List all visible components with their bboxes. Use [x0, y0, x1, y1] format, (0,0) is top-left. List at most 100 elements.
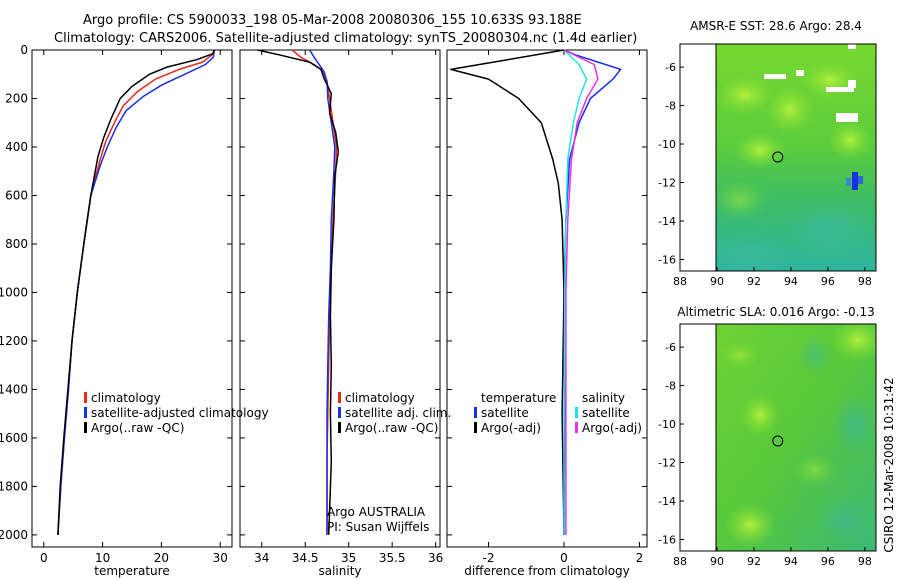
y-tick-label: 0 — [20, 43, 28, 57]
legend-label-sal-satellite: satellite — [582, 406, 630, 420]
missing-data-patch — [796, 70, 804, 76]
y-tick-label: 1800 — [0, 479, 28, 493]
salinity-axes-box — [239, 49, 441, 548]
legend-title-temperature: temperature — [481, 391, 556, 405]
map-x-tick-label: 92 — [747, 555, 761, 568]
map-y-tick-label: -12 — [658, 457, 676, 470]
map-y-tick-label: -14 — [658, 215, 676, 228]
cold-spot-cell — [852, 172, 858, 190]
map-y-tick-label: -16 — [658, 253, 676, 266]
legend-swatch-sal-argo — [575, 422, 578, 433]
y-tick-label: 1400 — [0, 382, 28, 396]
difference-axes-box — [446, 49, 648, 548]
cold-spot-cell — [846, 178, 851, 186]
map-x-tick-label: 88 — [673, 555, 687, 568]
sst-map-y-axis: -6 -8 -10 -12 -14 -16 — [658, 61, 684, 266]
difference-x-axis: -2 0 2 — [483, 50, 643, 565]
x-tick-label: 20 — [154, 551, 169, 565]
legend-label-argo: Argo(..raw -QC) — [91, 421, 184, 435]
footer-timestamp: CSIRO 12-Mar-2008 10:31:42 — [882, 377, 896, 552]
map-y-tick-label: -14 — [658, 495, 676, 508]
legend-label-climatology: climatology — [91, 391, 161, 405]
salinity-y-ticks — [240, 49, 440, 536]
temperature-axes-box — [31, 49, 233, 548]
difference-xlabel: difference from climatology — [464, 564, 630, 578]
float-position-marker — [772, 151, 784, 163]
map-y-tick-label: -10 — [658, 138, 676, 151]
sla-map-panel: Altimetric SLA: 0.016 Argo: -0.13 88 90 92… — [658, 305, 877, 568]
y-tick-label: 200 — [5, 91, 28, 105]
map-x-tick-label: 90 — [710, 555, 724, 568]
sla-map-x-axis: 88 90 92 94 96 98 — [673, 547, 872, 568]
x-tick-label: -2 — [483, 551, 495, 565]
sst-map-panel: AMSR-E SST: 28.6 Argo: 28.4 88 90 92 94 96 98 — [658, 19, 877, 288]
series-line-argo — [257, 49, 340, 535]
x-tick-label: 35.5 — [379, 551, 406, 565]
difference-y-ticks — [447, 49, 647, 536]
sla-heatmap — [716, 324, 876, 551]
series-line-satellite — [57, 49, 216, 535]
legend-swatch-temp-argo — [474, 422, 477, 433]
y-tick-label: 400 — [5, 140, 28, 154]
map-y-tick-label: -6 — [665, 341, 676, 354]
legend-swatch-argo — [84, 422, 87, 433]
cold-spot-cell — [858, 176, 863, 184]
series-line-climatology — [57, 49, 216, 535]
series-line-temperature-satellite — [563, 49, 622, 535]
header-line-2: Climatology: CARS2006. Satellite-adjuste… — [54, 31, 637, 46]
legend-label-temp-argo: Argo(-adj) — [481, 421, 541, 435]
sst-map-title: AMSR-E SST: 28.6 Argo: 28.4 — [690, 19, 862, 33]
map-x-tick-label: 96 — [821, 555, 835, 568]
x-tick-label: 30 — [213, 551, 228, 565]
float-position-marker — [772, 435, 784, 447]
sla-map-axes-box — [679, 323, 877, 552]
map-x-tick-label: 96 — [821, 275, 835, 288]
salinity-legend: climatology satellite adj. clim. Argo(..… — [338, 391, 451, 435]
temperature-y-axis: 0 200 400 600 800 1000 1200 1400 1600 1800 2000 — [0, 43, 232, 542]
salinity-xlabel: salinity — [318, 564, 361, 578]
map-x-tick-label: 88 — [673, 275, 687, 288]
temperature-panel: 0 200 400 600 800 1000 1200 1400 1600 1800 2000 0 1… — [0, 43, 269, 578]
header-line-1: Argo profile: CS 5900033_198 05-Mar-2008… — [83, 13, 582, 28]
difference-legend: temperature satellite Argo(-adj) salinit… — [474, 391, 642, 435]
y-tick-label: 800 — [5, 237, 28, 251]
temperature-xlabel: temperature — [94, 564, 169, 578]
map-x-tick-label: 92 — [747, 275, 761, 288]
series-line-satellite — [308, 49, 336, 535]
sla-map-title: Altimetric SLA: 0.016 Argo: -0.13 — [677, 305, 874, 319]
x-tick-label: 36 — [428, 551, 443, 565]
legend-swatch-climatology — [338, 392, 341, 403]
temperature-legend: climatology satellite-adjusted climatolo… — [84, 391, 269, 435]
legend-label-temp-satellite: satellite — [481, 406, 529, 420]
difference-panel: -2 0 2 difference from climatology tempera… — [446, 49, 648, 578]
series-line-salinity-argo-adj- — [563, 49, 599, 535]
legend-label-sal-argo: Argo(-adj) — [582, 421, 642, 435]
series-line-argo — [57, 49, 216, 535]
temperature-series — [57, 49, 216, 535]
map-y-tick-label: -6 — [665, 61, 676, 74]
series-line-temperature-argo-adj- — [450, 49, 565, 535]
y-tick-label: 1000 — [0, 285, 28, 299]
x-tick-label: 10 — [95, 551, 110, 565]
sst-map-x-axis: 88 90 92 94 96 98 — [673, 267, 872, 288]
legend-swatch-satellite — [338, 407, 341, 418]
annotation-pi: PI: Susan Wijffels — [327, 520, 429, 534]
legend-title-salinity: salinity — [582, 391, 625, 405]
salinity-x-axis: 34 34.5 35 35.5 36 — [254, 50, 443, 565]
map-y-tick-label: -8 — [665, 100, 676, 113]
x-tick-label: 0 — [560, 551, 568, 565]
map-y-tick-label: -16 — [658, 533, 676, 546]
missing-data-patch — [764, 74, 786, 79]
y-tick-label: 1600 — [0, 431, 28, 445]
legend-swatch-temp-satellite — [474, 407, 477, 418]
map-x-tick-label: 90 — [710, 275, 724, 288]
map-y-tick-label: -12 — [658, 177, 676, 190]
legend-swatch-climatology — [84, 392, 87, 403]
map-x-tick-label: 94 — [784, 555, 798, 568]
sst-map-axes-box — [679, 43, 877, 272]
legend-label-satellite: satellite-adjusted climatology — [91, 406, 269, 420]
sst-heatmap — [716, 44, 876, 271]
temperature-x-axis: 0 10 20 30 — [40, 50, 228, 565]
legend-swatch-satellite — [84, 407, 87, 418]
